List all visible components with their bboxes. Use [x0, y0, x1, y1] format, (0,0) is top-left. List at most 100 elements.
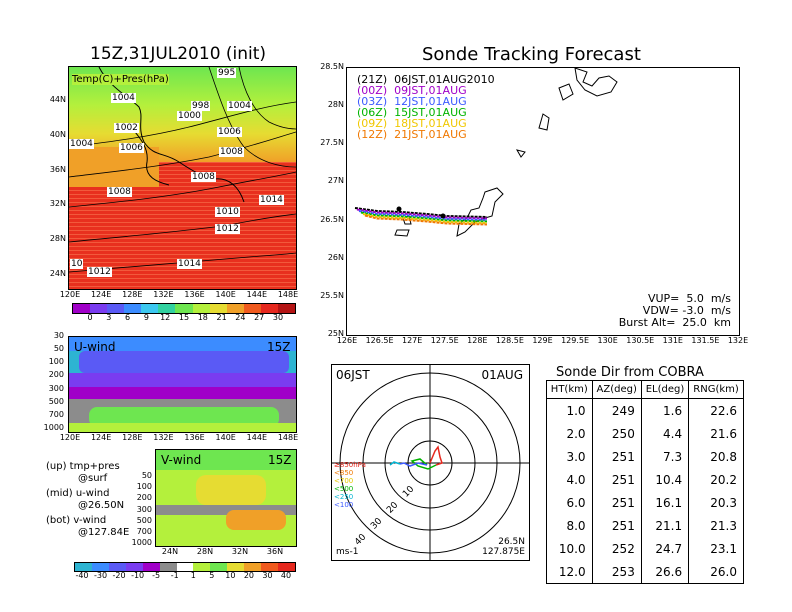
colorbar-swatch: [278, 563, 295, 571]
table-cell: 3.0: [546, 445, 593, 468]
v-wind-panel: V-wind 15Z: [155, 449, 297, 547]
lon-tick: 140E: [215, 290, 236, 299]
colorbar-swatch: [243, 304, 261, 313]
pressure-tick: 100: [136, 482, 152, 492]
colorbar-swatch: [108, 563, 126, 571]
lat-tick: 24N: [161, 547, 179, 556]
colorbar-swatch: [193, 563, 211, 571]
pressure-tick: 1000: [43, 423, 64, 432]
colorbar-swatch: [227, 563, 245, 571]
isobar-label: 1002: [114, 123, 139, 133]
lat-tick: 25.5N: [320, 290, 344, 300]
lon-tick: 126E: [336, 336, 358, 345]
height-legend-item: <700: [334, 477, 354, 485]
colorbar-tick: 24: [235, 313, 246, 322]
surface-map-lines: [69, 67, 296, 273]
table-row: 3.0 251 7.3 20.8: [546, 445, 744, 468]
pressure-tick: 500: [136, 515, 152, 525]
table-cell: 20.3: [688, 491, 744, 514]
lat-tick: 32N: [49, 199, 66, 209]
table-cell: 1.0: [546, 398, 593, 422]
lon-tick: 144E: [246, 290, 267, 299]
column-header: EL(deg): [640, 380, 690, 399]
isobar-label: 1004: [69, 139, 94, 149]
column-header: HT(km): [546, 380, 593, 399]
colorbar-swatch: [261, 563, 279, 571]
lat-tick: 40N: [49, 129, 66, 139]
table-cell: 23.1: [688, 537, 744, 560]
table-row: 12.0 253 26.6 26.0: [546, 560, 744, 584]
table-cell: 251: [591, 514, 642, 537]
lon-tick: 126.5E: [365, 336, 394, 345]
isobar-label: 1010: [215, 207, 240, 217]
surface-map-label: Temp(C)+Pres(hPa): [72, 74, 169, 85]
colorbar-tick: -40: [75, 571, 89, 580]
polar-rings: [332, 365, 529, 560]
tracking-map: (21Z) 06JST,01AUG2010 (00Z) 09JST,01AUG (0…: [346, 67, 740, 336]
table-cell: 20.2: [688, 468, 744, 491]
colorbar-swatch: [158, 304, 176, 313]
lat-tick: 24N: [49, 269, 66, 278]
table-cell: 26.6: [640, 560, 690, 584]
table-cell: 16.1: [640, 491, 690, 514]
polar-units: ms-1: [336, 547, 359, 557]
pressure-tick: 300: [136, 504, 152, 514]
pressure-tick: 30: [53, 331, 64, 340]
colorbar-swatch: [73, 304, 91, 313]
surface-colorbar: [72, 303, 296, 314]
table-cell: 21.6: [688, 422, 744, 445]
colorbar-swatch: [142, 563, 160, 571]
table-row: 6.0 251 16.1 20.3: [546, 491, 744, 514]
colorbar-tick: 6: [125, 313, 131, 322]
note-line: @surf: [78, 473, 108, 484]
table-cell: 253: [591, 560, 642, 584]
lat-tick: 28N: [49, 234, 66, 244]
sonde-param: VUP= 5.0 m/s: [647, 292, 731, 305]
table-row: 4.0 251 10.4 20.2: [546, 468, 744, 491]
colorbar-tick: 20: [243, 571, 254, 580]
isobar-label: 1014: [259, 195, 284, 205]
init-title: 15Z,31JUL2010 (init): [90, 44, 267, 64]
table-cell: 26.0: [688, 560, 744, 584]
v-wind-time: 15Z: [268, 453, 292, 467]
pressure-tick: 200: [136, 493, 152, 503]
sonde-track: [360, 211, 488, 223]
note-line: (mid) u-wind: [46, 488, 110, 499]
table-cell: 252: [591, 537, 642, 560]
table-cell: 2.0: [546, 422, 593, 445]
lon-tick: 124E: [90, 433, 112, 442]
colorbar-tick: 5: [209, 571, 215, 580]
table-cell: 251: [591, 491, 642, 514]
isobar-label: 1000: [177, 111, 202, 121]
lat-tick: 44N: [49, 95, 66, 104]
isobar-label: 998: [191, 101, 211, 111]
sonde-param: Burst Alt= 25.0 km: [618, 316, 731, 329]
colorbar-swatch: [260, 304, 278, 313]
isobar-label: 1012: [87, 267, 112, 277]
isobar-label: 995: [217, 68, 237, 78]
lon-tick: 140E: [215, 433, 236, 442]
sonde-track: [354, 207, 488, 218]
pressure-tick: 700: [136, 526, 152, 536]
u-wind-label: U-wind: [74, 340, 116, 354]
height-legend-item: ≥850hPa: [334, 461, 366, 469]
sonde-track: [364, 214, 488, 226]
colorbar-tick: -20: [112, 571, 126, 580]
sonde-track: [356, 208, 488, 220]
v-wind-colorbar: [74, 562, 296, 572]
launch-entry: (12Z) 21JST,01AUG: [357, 128, 467, 141]
pressure-tick: 50: [53, 344, 64, 354]
pressure-tick: 1000: [131, 538, 152, 547]
launch-times-legend: (21Z) 06JST,01AUG2010 (00Z) 09JST,01AUG (0…: [357, 74, 495, 140]
table-row: 8.0 251 21.1 21.3: [546, 514, 744, 537]
colorbar-tick: 30: [262, 571, 273, 580]
colorbar-swatch: [107, 304, 125, 313]
colorbar-tick: 30: [272, 313, 284, 322]
table-cell: 251: [591, 445, 642, 468]
colorbar-tick: -5: [152, 571, 161, 580]
colorbar-tick: 3: [106, 313, 112, 322]
isobar-label: 1006: [119, 143, 144, 153]
colorbar-tick: 18: [197, 313, 208, 322]
lon-tick: 131E: [662, 336, 683, 345]
isobar-label: 1004: [227, 101, 252, 111]
